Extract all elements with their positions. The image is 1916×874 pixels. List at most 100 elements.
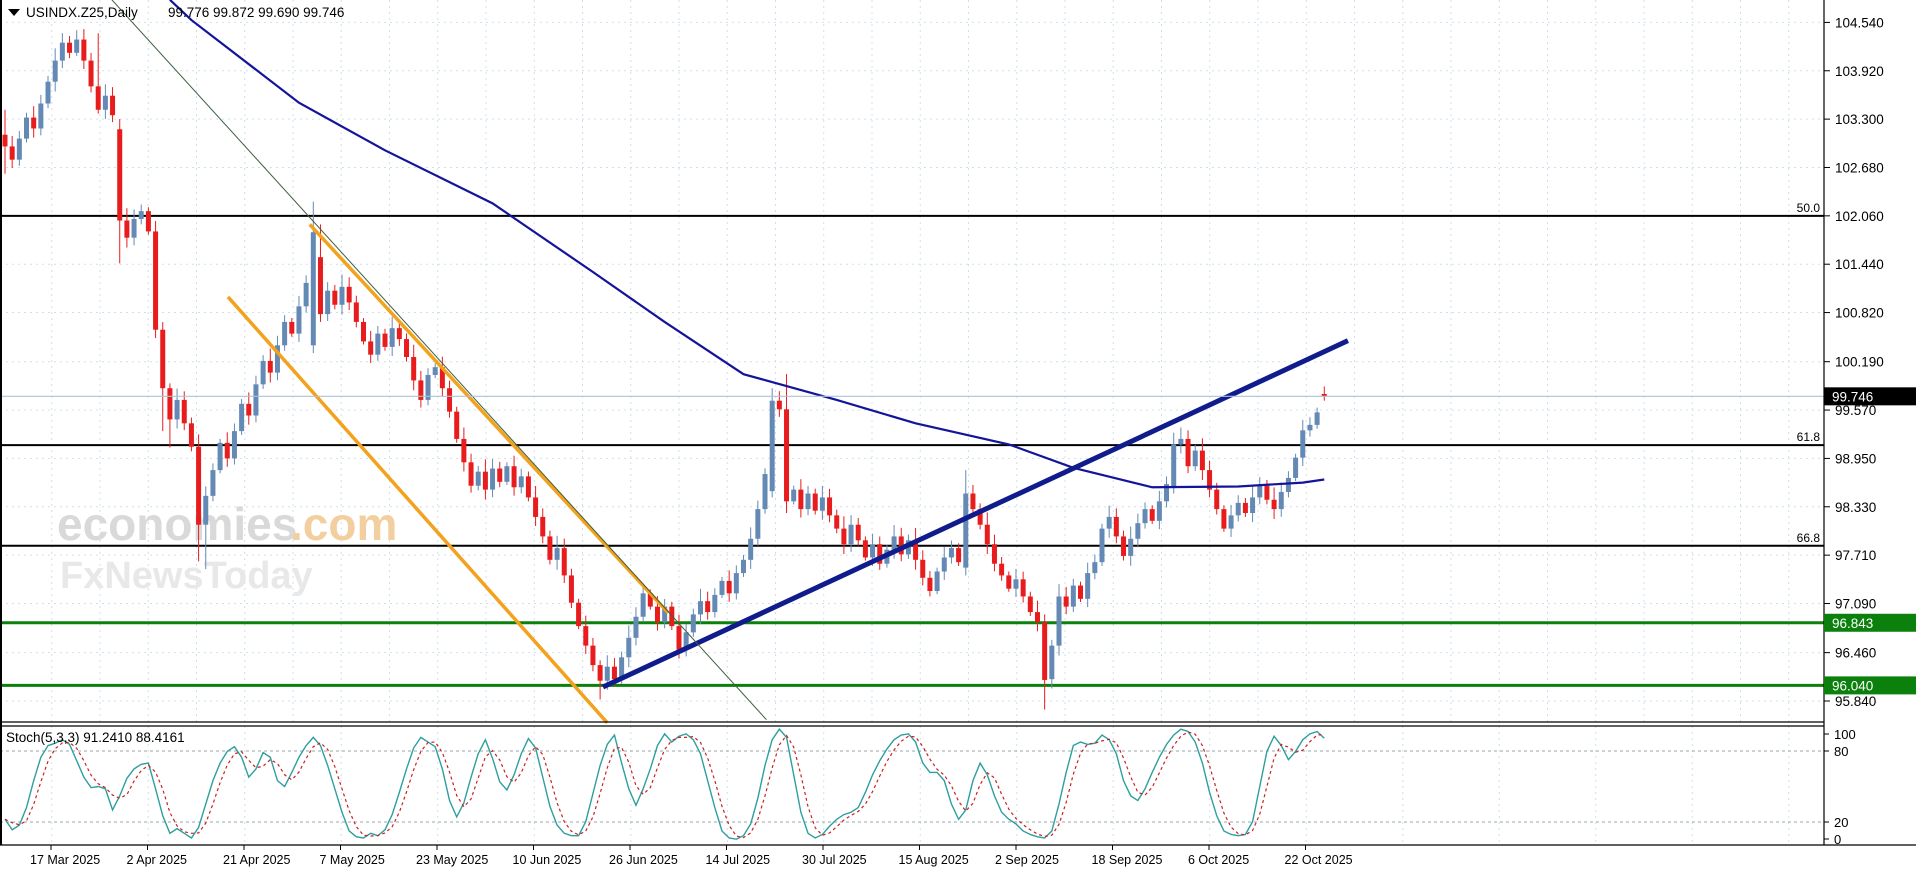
support-levels[interactable] (0, 621, 1824, 687)
candle-body (662, 606, 668, 623)
candle-body (1034, 612, 1040, 623)
symbol-timeframe-label: USINDX.Z25,Daily (26, 5, 138, 20)
candle-body (769, 400, 775, 492)
candle-body (454, 411, 460, 439)
panel-borders (0, 0, 1916, 846)
candle-body (748, 538, 754, 560)
candle-body (231, 431, 237, 459)
date-label: 10 Jun 2025 (513, 853, 582, 867)
candle-body (203, 495, 209, 525)
candle-body (9, 146, 15, 160)
candle-body (447, 388, 453, 412)
price-tick-label: 100.190 (1835, 355, 1884, 370)
candle-body (891, 536, 897, 550)
thin-descending-line[interactable] (111, 0, 767, 721)
candle-body (705, 601, 711, 613)
candle-body (1027, 596, 1033, 613)
candle-body (547, 536, 553, 560)
candle-body (676, 626, 682, 650)
stoch-label: Stoch(5,3,3) 91.2410 88.4161 (6, 730, 185, 745)
candle-body (160, 329, 166, 389)
candle-body (411, 357, 417, 381)
candle-body (741, 559, 747, 574)
date-label: 17 Mar 2025 (30, 853, 100, 867)
candle-body (1264, 485, 1270, 500)
candle-body (511, 466, 517, 488)
candle-body (1178, 438, 1184, 445)
candle-body (418, 380, 424, 400)
candle-body (970, 493, 976, 510)
date-label: 23 May 2025 (416, 853, 488, 867)
stoch-k-line (4, 728, 1325, 840)
candle-body (497, 468, 503, 482)
candle-body (504, 466, 510, 482)
candle-body (95, 86, 101, 110)
support-axis-label (1824, 613, 1916, 632)
candle-body (1006, 575, 1012, 589)
candle-body (1314, 412, 1320, 425)
fib-label-50.0: 50.0 (1797, 201, 1821, 215)
candle-body (468, 462, 474, 486)
candle-body (597, 665, 603, 681)
candle-body (1307, 424, 1313, 431)
watermark-dot-com: .com (290, 498, 397, 550)
candle-body (956, 548, 962, 563)
candle-body (834, 515, 840, 529)
price-tick-label: 99.570 (1835, 403, 1876, 418)
candle-body (325, 290, 331, 315)
bid-price-value: 99.746 (1832, 389, 1873, 404)
channel-upper-orange[interactable] (308, 223, 670, 615)
candle-body (827, 497, 833, 516)
ma-200-line[interactable] (169, 0, 1325, 489)
candle-body (217, 442, 223, 471)
candle-body (568, 575, 574, 603)
date-label: 30 Jul 2025 (802, 853, 867, 867)
candle-body (432, 367, 438, 375)
price-tick-label: 104.540 (1835, 15, 1884, 30)
candle-body (396, 328, 402, 340)
candle-body (88, 60, 94, 87)
candle-body (110, 95, 116, 116)
date-label: 2 Apr 2025 (127, 853, 188, 867)
candle-body (525, 476, 531, 498)
date-label: 26 Jun 2025 (609, 853, 678, 867)
ascending-trendline[interactable] (601, 338, 1349, 690)
candle-body (619, 657, 625, 680)
current-price-marker: 99.746 (0, 387, 1916, 406)
candle-body (174, 399, 180, 420)
candle-body (683, 632, 689, 650)
candle-body (246, 403, 252, 416)
candle-body (941, 557, 947, 572)
candle-body (999, 563, 1005, 576)
price-tick-label: 103.920 (1835, 64, 1884, 79)
candle-body (52, 60, 58, 82)
candle-body (798, 489, 804, 510)
candle-body (518, 476, 524, 488)
channel-lower-orange[interactable] (226, 295, 609, 725)
candle-body (755, 509, 761, 539)
candle-body (138, 211, 144, 219)
candle-body (332, 290, 338, 305)
date-label: 14 Jul 2025 (706, 853, 771, 867)
candle-body (762, 474, 768, 510)
candle-body (1092, 562, 1098, 574)
candle-body (339, 286, 345, 305)
candle-body (1070, 585, 1076, 607)
price-tick-label: 100.820 (1835, 306, 1884, 321)
stoch-tick-label: 0 (1834, 832, 1841, 847)
candle-body (1106, 516, 1112, 529)
candle-body (239, 403, 245, 432)
candle-body (389, 328, 395, 347)
candle-body (1135, 523, 1141, 539)
candle-body (611, 666, 617, 680)
candle-body (74, 39, 80, 53)
date-label: 15 Aug 2025 (899, 853, 969, 867)
candle-body (1214, 489, 1220, 510)
candle-body (540, 516, 546, 537)
candle-body (346, 286, 352, 303)
candle-body (927, 577, 933, 592)
trendline-objects[interactable] (111, 0, 1349, 725)
collapse-triangle-icon[interactable] (8, 9, 20, 16)
